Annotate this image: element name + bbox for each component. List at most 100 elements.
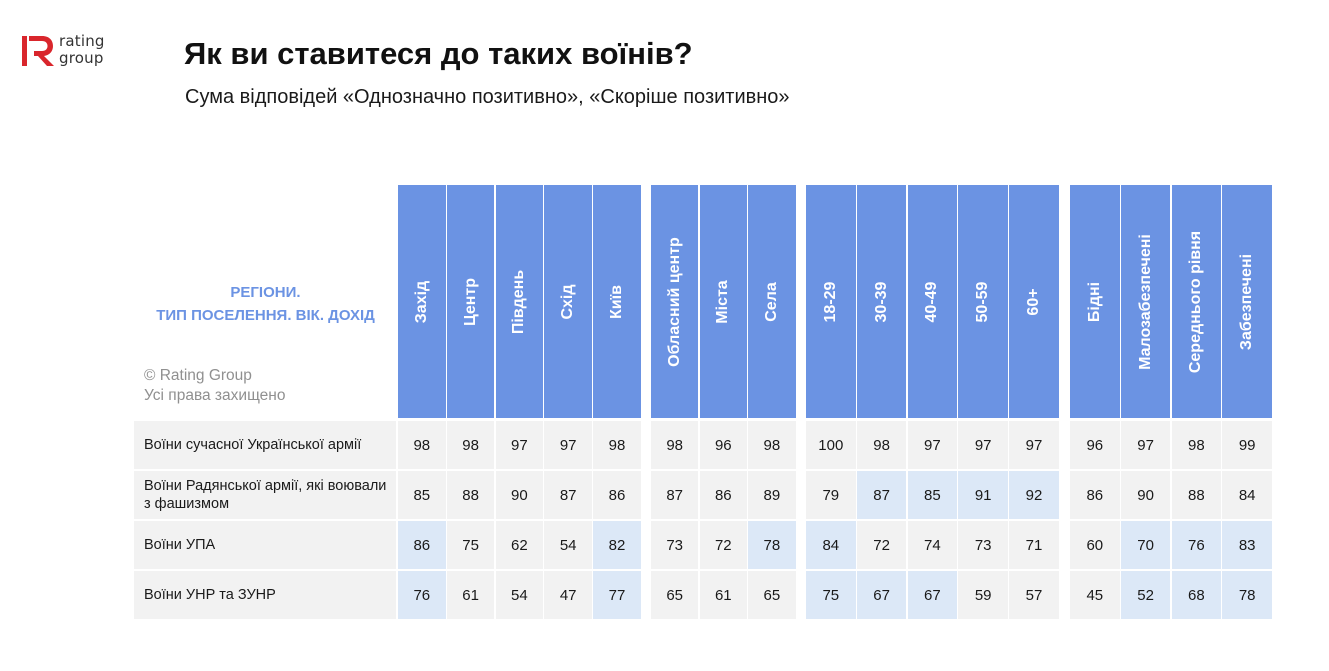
row-label-4: Воїни УНР та ЗУНР bbox=[134, 571, 396, 619]
table-cell: 97 bbox=[1120, 421, 1171, 469]
table-cell: 96 bbox=[699, 421, 747, 469]
table-cell: 67 bbox=[907, 571, 958, 619]
column-header-label: Південь bbox=[510, 269, 528, 334]
column-header-label: Київ bbox=[607, 284, 625, 319]
column-header-2: Центр bbox=[446, 185, 495, 418]
table-cell: 71 bbox=[1009, 521, 1059, 569]
page-title: Як ви ставитеся до таких воїнів? bbox=[184, 36, 693, 71]
copyright-line-2: Усі права захищено bbox=[144, 387, 286, 404]
logo-text-group: group bbox=[59, 49, 104, 67]
table-cell: 90 bbox=[495, 471, 544, 519]
column-header-label: 60+ bbox=[1024, 287, 1042, 316]
table-cell: 97 bbox=[1009, 421, 1059, 469]
table-cell: 78 bbox=[748, 521, 796, 569]
table-cell: 87 bbox=[856, 471, 907, 519]
table-cell: 98 bbox=[748, 421, 796, 469]
table-cell: 65 bbox=[651, 571, 699, 619]
column-header-8: Села bbox=[748, 185, 796, 418]
table-corner-label: РЕГІОНИ. ТИП ПОСЕЛЕННЯ. ВІК. ДОХІД bbox=[134, 281, 397, 327]
table-cell: 87 bbox=[651, 471, 699, 519]
table-cell: 98 bbox=[593, 421, 641, 469]
column-header-3: Південь bbox=[495, 185, 544, 418]
table-cell: 98 bbox=[856, 421, 907, 469]
table-cell: 86 bbox=[699, 471, 747, 519]
table-cell: 86 bbox=[398, 521, 446, 569]
column-header-label: 40-49 bbox=[923, 281, 941, 322]
table-cell: 91 bbox=[958, 471, 1008, 519]
column-header-11: 40-49 bbox=[907, 185, 958, 418]
table-cell: 60 bbox=[1070, 521, 1120, 569]
table-cell: 97 bbox=[907, 421, 958, 469]
logo-wordmark: rating group bbox=[59, 33, 105, 67]
column-header-1: Захід bbox=[398, 185, 446, 418]
logo: rating group bbox=[22, 33, 118, 70]
column-header-4: Схід bbox=[544, 185, 592, 418]
copyright-note: © Rating Group Усі права захищено bbox=[144, 366, 285, 406]
column-header-label: Забезпечені bbox=[1238, 253, 1256, 350]
column-header-label: Бідні bbox=[1085, 281, 1103, 322]
table-cell: 76 bbox=[398, 571, 446, 619]
table-cell: 68 bbox=[1171, 571, 1222, 619]
column-header-7: Міста bbox=[699, 185, 747, 418]
table-cell: 75 bbox=[446, 521, 495, 569]
column-header-label: Міста bbox=[714, 279, 732, 324]
column-header-label: Малозабезпечені bbox=[1136, 233, 1154, 370]
table-cell: 86 bbox=[593, 471, 641, 519]
row-label-2: Воїни Радянської армії, які воювали з фа… bbox=[134, 471, 396, 519]
table-cell: 84 bbox=[806, 521, 856, 569]
rating-group-logo-icon bbox=[22, 36, 54, 66]
table-cell: 83 bbox=[1222, 521, 1272, 569]
table-cell: 45 bbox=[1070, 571, 1120, 619]
table-cell: 61 bbox=[699, 571, 747, 619]
table-cell: 79 bbox=[806, 471, 856, 519]
table-cell: 52 bbox=[1120, 571, 1171, 619]
table-cell: 86 bbox=[1070, 471, 1120, 519]
column-header-label: Схід bbox=[559, 283, 577, 320]
column-header-label: Середнього рівня bbox=[1187, 230, 1205, 373]
table-cell: 84 bbox=[1222, 471, 1272, 519]
table-cell: 54 bbox=[544, 521, 592, 569]
table-cell: 72 bbox=[699, 521, 747, 569]
column-header-10: 30-39 bbox=[856, 185, 907, 418]
row-label-3: Воїни УПА bbox=[134, 521, 396, 569]
table-cell: 97 bbox=[958, 421, 1008, 469]
table-cell: 59 bbox=[958, 571, 1008, 619]
column-header-9: 18-29 bbox=[806, 185, 856, 418]
table-cell: 100 bbox=[806, 421, 856, 469]
table-cell: 88 bbox=[1171, 471, 1222, 519]
table-cell: 67 bbox=[856, 571, 907, 619]
table-cell: 87 bbox=[544, 471, 592, 519]
table-cell: 85 bbox=[907, 471, 958, 519]
column-header-label: Центр bbox=[461, 277, 479, 326]
table-cell: 99 bbox=[1222, 421, 1272, 469]
column-header-14: Бідні bbox=[1070, 185, 1120, 418]
table-cell: 61 bbox=[446, 571, 495, 619]
copyright-line-1: © Rating Group bbox=[144, 367, 252, 384]
column-header-13: 60+ bbox=[1009, 185, 1059, 418]
table-cell: 74 bbox=[907, 521, 958, 569]
row-label-1: Воїни сучасної Української армії bbox=[134, 421, 396, 469]
table-cell: 78 bbox=[1222, 571, 1272, 619]
column-header-12: 50-59 bbox=[958, 185, 1008, 418]
table-cell: 57 bbox=[1009, 571, 1059, 619]
table-cell: 75 bbox=[806, 571, 856, 619]
column-header-label: 18-29 bbox=[821, 281, 839, 322]
column-header-6: Обласний центр bbox=[651, 185, 699, 418]
table-cell: 98 bbox=[446, 421, 495, 469]
logo-text-rating: rating bbox=[59, 32, 105, 50]
column-header-label: Захід bbox=[412, 280, 430, 323]
column-header-16: Середнього рівня bbox=[1171, 185, 1222, 418]
column-header-label: 50-59 bbox=[974, 281, 992, 322]
table-cell: 77 bbox=[593, 571, 641, 619]
table-cell: 88 bbox=[446, 471, 495, 519]
table-cell: 73 bbox=[958, 521, 1008, 569]
corner-label-line-2: ТИП ПОСЕЛЕННЯ. ВІК. ДОХІД bbox=[156, 307, 375, 324]
table-cell: 82 bbox=[593, 521, 641, 569]
table-cell: 96 bbox=[1070, 421, 1120, 469]
table-cell: 98 bbox=[651, 421, 699, 469]
column-header-label: Села bbox=[762, 281, 780, 322]
column-header-15: Малозабезпечені bbox=[1120, 185, 1171, 418]
table-cell: 90 bbox=[1120, 471, 1171, 519]
table-cell: 76 bbox=[1171, 521, 1222, 569]
table-cell: 98 bbox=[398, 421, 446, 469]
